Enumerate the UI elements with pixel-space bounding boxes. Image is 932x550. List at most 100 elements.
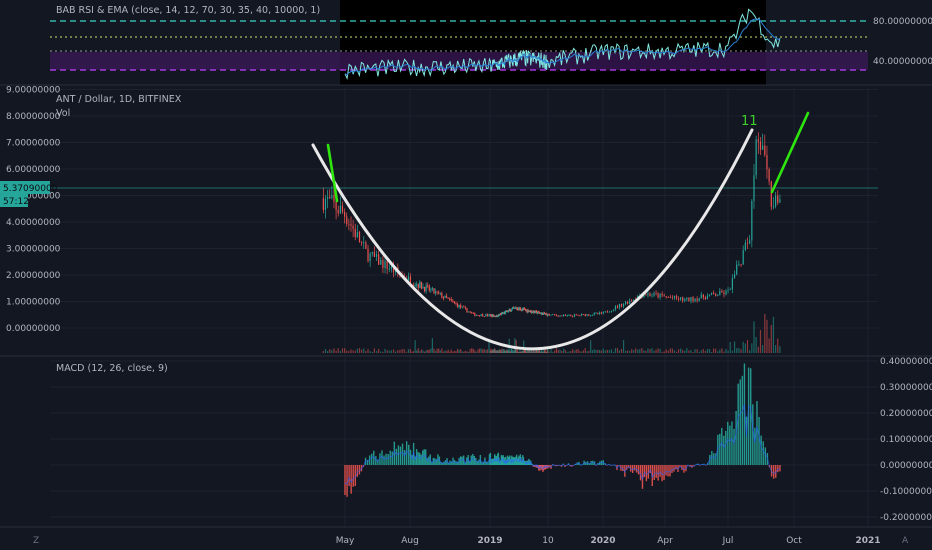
candle — [386, 260, 388, 270]
macd-bar — [393, 441, 396, 465]
volume-bar — [532, 351, 534, 353]
x-axis-label: May — [336, 536, 355, 546]
macd-bar — [743, 363, 746, 465]
volume-bar — [417, 348, 419, 353]
volume-bar — [501, 348, 503, 353]
volume-bar — [557, 349, 559, 353]
macd-grid — [50, 360, 878, 518]
candle — [515, 307, 517, 309]
time-axis[interactable]: May Aug 2019 10 2020 Apr Jul Oct 2021 — [336, 536, 881, 546]
candle — [667, 296, 669, 298]
macd-bar — [383, 455, 385, 465]
candle — [751, 200, 753, 241]
macd-bar — [713, 453, 715, 465]
macd-tick: 0.30000000 — [880, 383, 932, 393]
macd-line — [344, 403, 780, 485]
candle — [444, 295, 446, 298]
macd-tick: -0.10000000 — [880, 487, 932, 497]
macd-bar — [725, 430, 727, 465]
volume-bar — [618, 350, 621, 353]
volume-bar — [541, 350, 543, 353]
volume-bar — [550, 348, 552, 353]
volume-bar — [460, 349, 462, 353]
volume-bar — [770, 324, 772, 353]
volume-bar — [488, 338, 490, 353]
candle — [506, 310, 508, 313]
volume-bar — [486, 349, 488, 353]
candle — [365, 242, 367, 249]
candle — [600, 312, 603, 314]
volume-bar — [425, 350, 427, 353]
macd-panel[interactable]: MACD (12, 26, close, 9) 0.40000000 0.3000… — [50, 357, 932, 523]
volume-bar — [540, 349, 543, 353]
candle — [417, 284, 419, 288]
candle — [414, 285, 416, 287]
candle — [541, 312, 543, 314]
volume-bar — [506, 349, 508, 353]
volume-bar — [616, 348, 619, 353]
volume-bar — [698, 351, 700, 353]
volume-bar — [469, 349, 471, 353]
cup-curve-drawing[interactable] — [311, 128, 754, 351]
volume-bar — [604, 350, 606, 353]
candle — [516, 308, 519, 310]
volume-bar — [546, 349, 548, 353]
volume-bar — [566, 351, 568, 353]
macd-bar — [653, 465, 655, 481]
candle — [436, 291, 438, 293]
volume-bar — [537, 350, 539, 353]
candle — [762, 145, 764, 150]
candle — [550, 314, 552, 316]
green-trend-line-left[interactable] — [326, 143, 339, 203]
volume-bar — [723, 351, 725, 353]
rsi-line — [344, 8, 781, 81]
volume-bar — [744, 343, 746, 353]
candle — [496, 315, 498, 317]
candle — [740, 264, 742, 266]
volume-bar — [643, 350, 645, 353]
candle — [686, 297, 688, 300]
macd-bar — [754, 427, 756, 465]
candle — [682, 297, 684, 301]
volume-bar — [548, 351, 550, 353]
rsi-oversold-band — [50, 52, 868, 70]
macd-bar — [350, 465, 352, 494]
candle — [696, 298, 698, 301]
volume-bar — [494, 349, 496, 353]
volume-bar — [590, 340, 592, 353]
candle — [482, 314, 484, 317]
volume-bar — [529, 349, 531, 353]
macd-bar — [346, 465, 348, 497]
candle — [467, 311, 470, 313]
volume-bar — [369, 351, 371, 353]
volume-bar — [416, 350, 418, 353]
rsi-panel[interactable]: BAΒ RSI & EMA (close, 14, 12, 70, 30, 35… — [50, 0, 932, 85]
candle — [472, 312, 474, 314]
volume-bar — [514, 338, 516, 353]
volume-bar — [694, 349, 696, 353]
macd-bar — [377, 459, 379, 465]
candle — [546, 314, 548, 316]
volume-bar — [504, 350, 506, 353]
green-trend-line-right[interactable] — [770, 111, 810, 194]
price-panel[interactable]: 11 ANT / Dollar, 1D, BITFINEX Vol 9.0000… — [0, 86, 878, 528]
candle — [521, 309, 523, 311]
volume-bar — [495, 350, 498, 353]
candle — [566, 315, 568, 317]
timezone-icon[interactable]: Z — [33, 536, 39, 546]
volume-bar — [777, 338, 779, 353]
volume-bar — [708, 348, 711, 353]
volume-bar — [588, 350, 590, 353]
candle — [511, 308, 513, 310]
candle — [534, 310, 536, 313]
volume-bar — [509, 351, 511, 353]
volume-bar — [439, 350, 441, 353]
volume-bar — [514, 348, 517, 353]
candle — [533, 310, 536, 313]
candle — [544, 313, 546, 315]
volume-bar — [403, 349, 405, 353]
volume-bar — [520, 351, 522, 353]
candle — [690, 297, 692, 302]
auto-scale-icon[interactable]: A — [902, 536, 909, 546]
